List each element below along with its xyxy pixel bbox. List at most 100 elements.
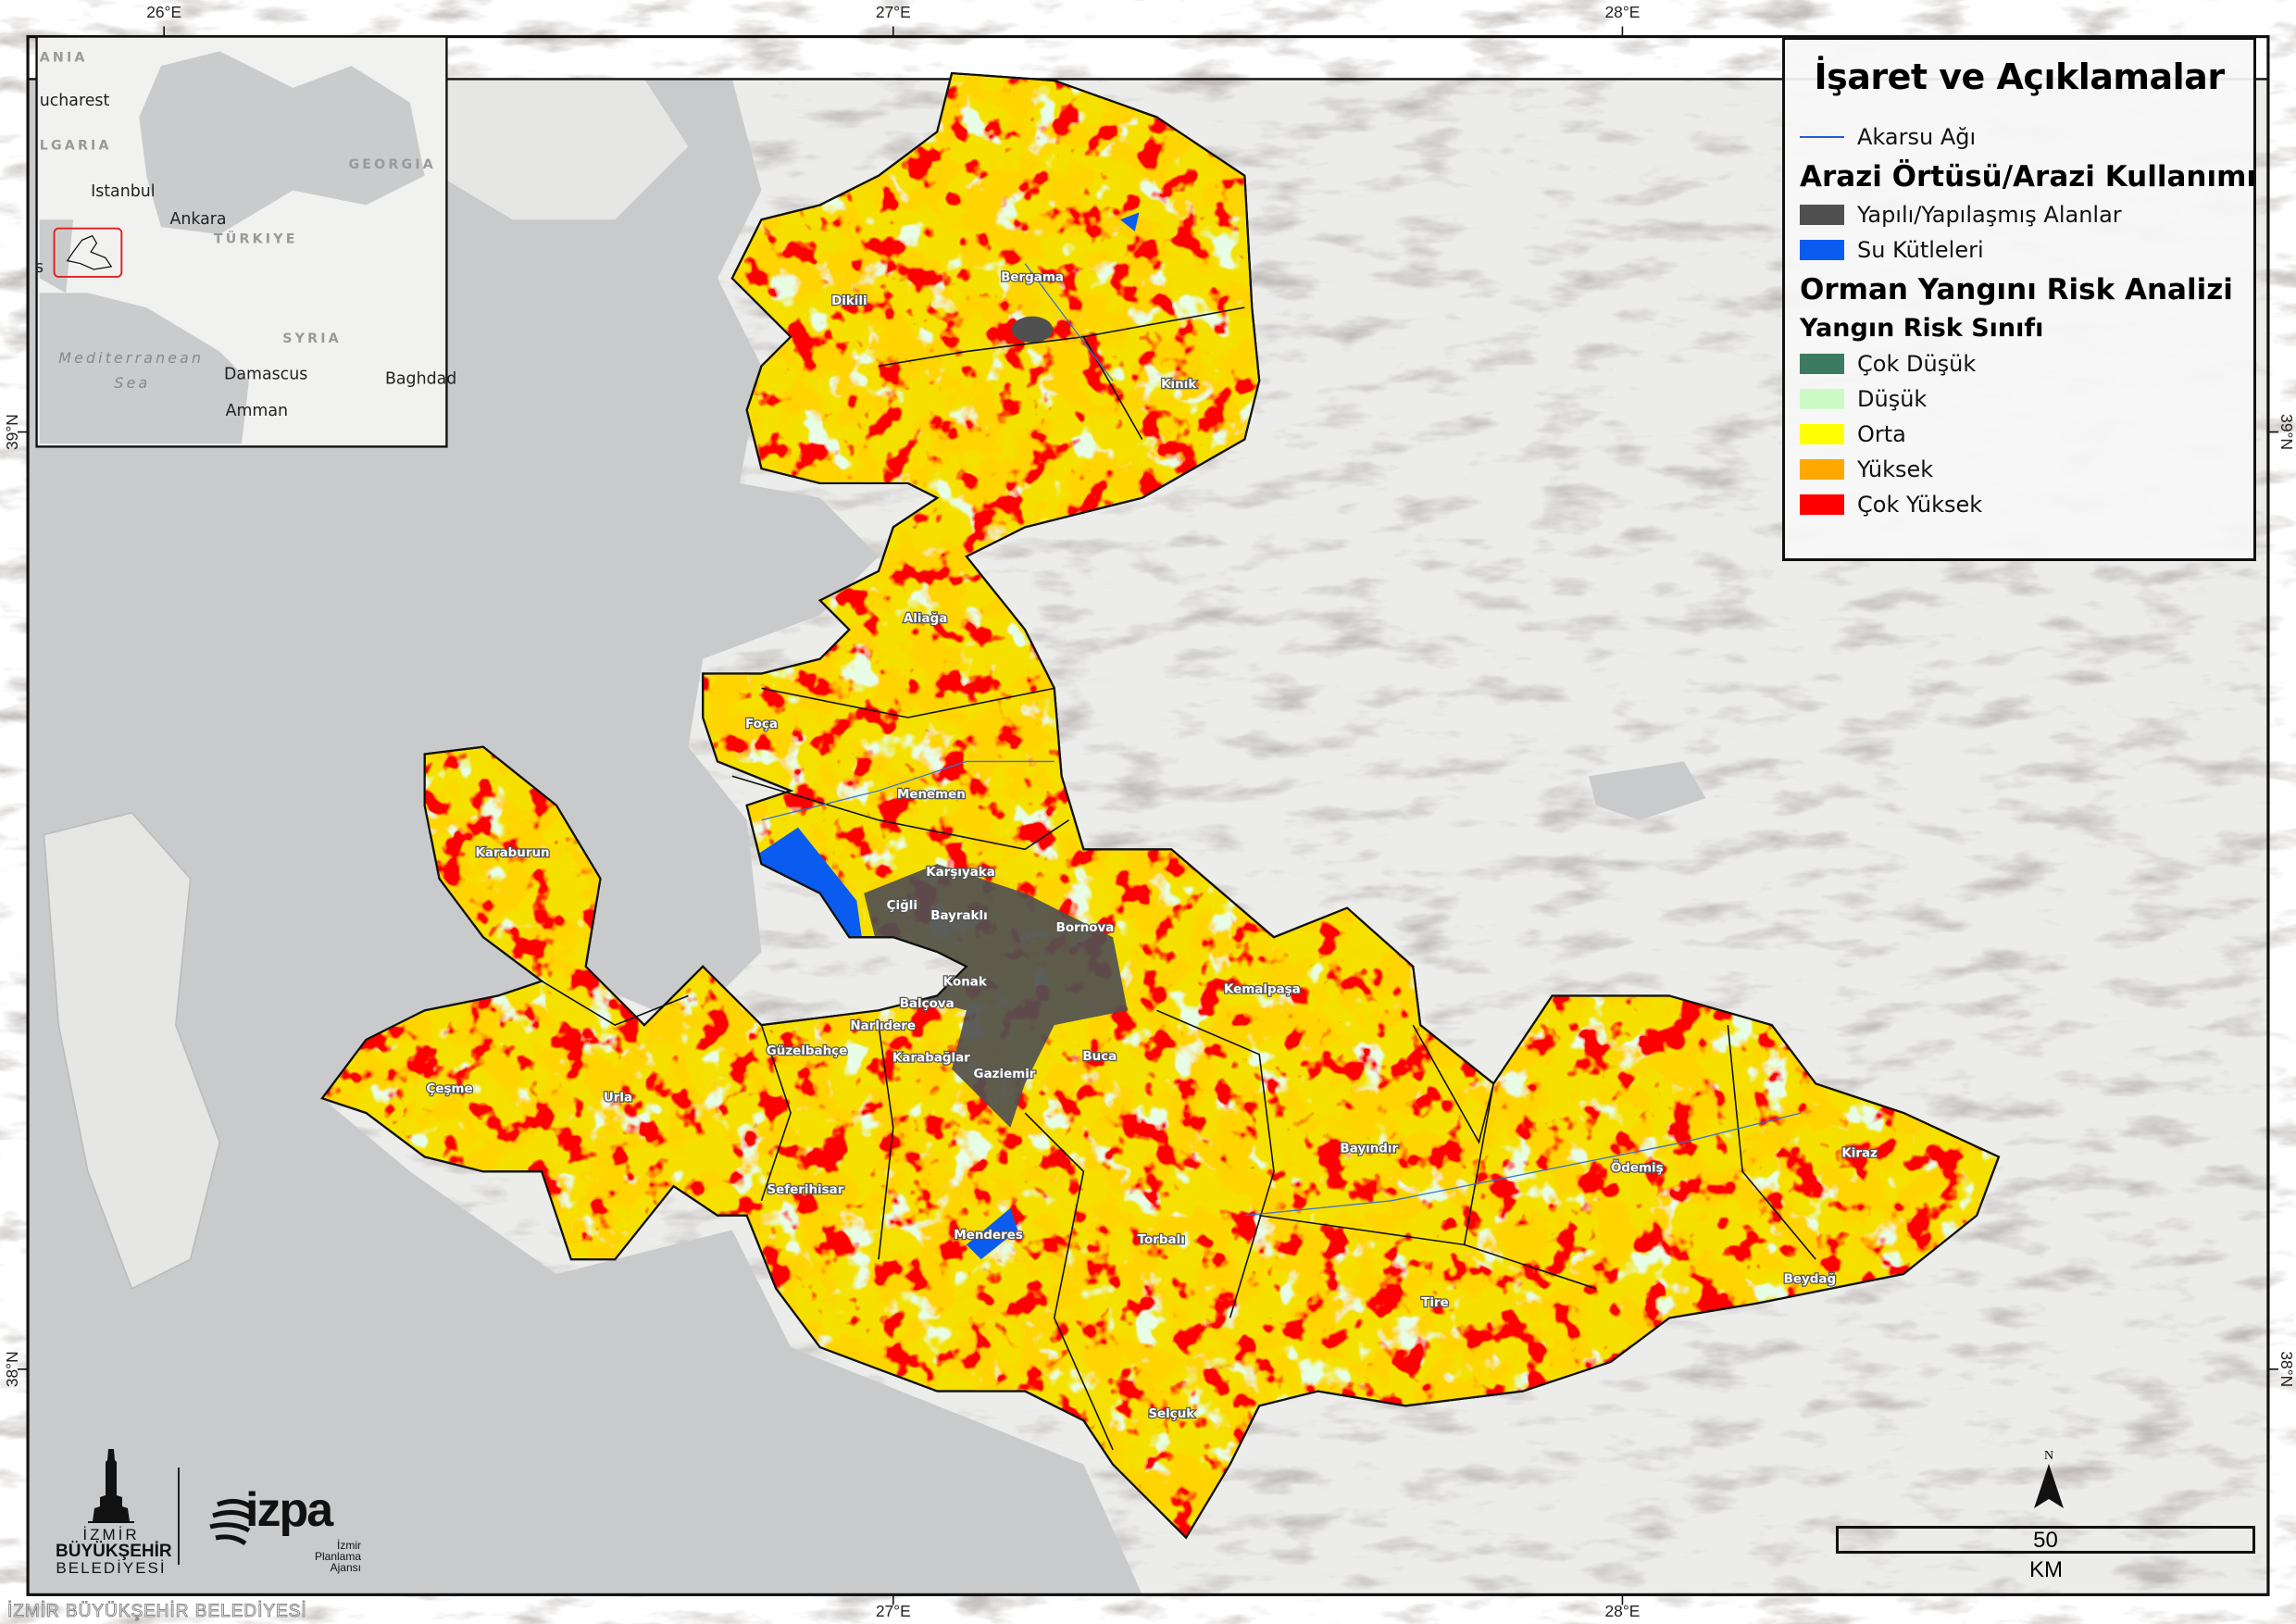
inset-country-label: LGARIA bbox=[40, 138, 112, 153]
graticule-label-left: 39°N bbox=[3, 414, 21, 450]
province-boundary bbox=[320, 71, 2001, 1540]
legend-label: Yapılı/Yapılaşmış Alanlar bbox=[1857, 202, 2122, 228]
inset-sea-label: Sea bbox=[114, 374, 150, 392]
district-labels: Dikili Bergama Kınık Aliağa Foça Menemen Karab… bbox=[425, 269, 1878, 1422]
stream-network bbox=[761, 263, 1802, 1217]
fingerprint-icon bbox=[209, 1499, 252, 1546]
district-boundaries bbox=[541, 306, 1816, 1451]
graticule-label-top: 27°E bbox=[876, 3, 911, 21]
legend-item: Yapılı/Yapılaşmış Alanlar bbox=[1800, 197, 2253, 232]
inset-country-label: GEORGIA bbox=[348, 157, 436, 172]
north-arrow: N bbox=[2026, 1449, 2072, 1514]
legend-label: Düşük bbox=[1857, 386, 1928, 412]
north-arrow-icon bbox=[2034, 1464, 2064, 1508]
district-label: Urla bbox=[604, 1091, 632, 1105]
district-label: Karşıyaka bbox=[926, 866, 995, 880]
ibb-logo-line: İZMİR bbox=[82, 1526, 140, 1543]
graticule-label-right: 39°N bbox=[2277, 414, 2296, 450]
inset-map[interactable]: ANIA ucharest LGARIA GEORGIA Istanbul An… bbox=[35, 35, 456, 448]
district-label: Gaziemir bbox=[974, 1068, 1036, 1081]
district-label: Narlıdere bbox=[850, 1019, 916, 1033]
legend-subheading-risk-class: Yangın Risk Sınıfı bbox=[1800, 314, 2044, 343]
district-label: Buca bbox=[1082, 1050, 1117, 1064]
legend-heading-risk: Orman Yangını Risk Analizi bbox=[1800, 273, 2233, 306]
legend: İşaret ve Açıklamalar Akarsu Ağı Arazi Ö… bbox=[1782, 37, 2256, 561]
black-sea bbox=[139, 51, 425, 235]
scale-bar: 50 bbox=[1836, 1526, 2255, 1554]
district-label: Beydağ bbox=[1784, 1272, 1836, 1286]
ibb-logo: İZMİR BÜYÜKŞEHİR BELEDİYESİ bbox=[56, 1449, 172, 1577]
legend-heading-landcover: Arazi Örtüsü/Arazi Kullanımı bbox=[1800, 160, 2257, 194]
color-swatch-icon bbox=[1800, 494, 1844, 515]
legend-item: Çok Yüksek bbox=[1800, 487, 2253, 522]
district-label: Ödemiş bbox=[1611, 1158, 1664, 1175]
inset-highlight-box bbox=[53, 227, 123, 278]
district-label: Menemen bbox=[897, 788, 966, 802]
graticule: 26°E 27°E 28°E 27°E 28°E 39°N 38°N 39°N … bbox=[3, 3, 2296, 1620]
inset-city-label: Baghdad bbox=[385, 369, 456, 388]
legend-item: Düşük bbox=[1800, 381, 2253, 417]
legend-item: Orta bbox=[1800, 417, 2253, 452]
clock-tower-icon bbox=[88, 1449, 134, 1523]
sea bbox=[28, 79, 1142, 1595]
legend-title: İşaret ve Açıklamalar bbox=[1814, 56, 2225, 97]
built-up-area bbox=[1011, 316, 1054, 344]
izpa-logo-line: Planlama bbox=[314, 1550, 361, 1563]
district-label: Kemalpaşa bbox=[1224, 982, 1301, 996]
graticule-label-top: 26°E bbox=[146, 3, 181, 21]
color-swatch-icon bbox=[1800, 205, 1844, 225]
legend-label: Çok Yüksek bbox=[1857, 492, 1983, 518]
legend-item: Yüksek bbox=[1800, 452, 2253, 487]
logos: İZMİR BÜYÜKŞEHİR BELEDİYESİ izpa İzmir P… bbox=[56, 1449, 370, 1583]
district-label: Selçuk bbox=[1148, 1407, 1195, 1421]
inset-city-label: Amman bbox=[226, 402, 288, 420]
ibb-logo-line: BELEDİYESİ bbox=[56, 1559, 167, 1577]
color-swatch-icon bbox=[1800, 424, 1844, 444]
color-swatch-icon bbox=[1800, 354, 1844, 374]
legend-label: Su Kütleleri bbox=[1857, 237, 1984, 263]
legend-label: Akarsu Ağı bbox=[1857, 124, 1977, 150]
district-label: Çiğli bbox=[887, 899, 917, 913]
legend-label: Yüksek bbox=[1857, 456, 1934, 482]
water-body bbox=[1119, 212, 1140, 231]
scale-value: 50 bbox=[2033, 1528, 2058, 1553]
inset-city-label: s bbox=[35, 258, 44, 277]
inset-city-label: Istanbul bbox=[91, 182, 156, 201]
inset-country-label: TÜRKIYE bbox=[214, 231, 298, 247]
izpa-logo-line: İzmir bbox=[337, 1539, 361, 1552]
stream-line-icon bbox=[1800, 136, 1844, 138]
district-label: Bayındır bbox=[1340, 1143, 1398, 1156]
legend-label: Orta bbox=[1857, 421, 1906, 447]
district-label: Güzelbahçe bbox=[767, 1044, 847, 1058]
watermark: İZMİR BÜYÜKŞEHİR BELEDİYESİ bbox=[7, 1602, 307, 1622]
district-label: Karaburun bbox=[476, 846, 550, 860]
legend-item: Çok Düşük bbox=[1800, 346, 2253, 381]
district-label: Bornova bbox=[1056, 921, 1115, 935]
district-label: Karabağlar bbox=[892, 1052, 970, 1066]
north-label: N bbox=[2043, 1449, 2054, 1463]
district-label: Aliağa bbox=[904, 612, 947, 626]
district-label: Foça bbox=[745, 718, 778, 731]
color-swatch-icon bbox=[1800, 459, 1844, 480]
district-label: Menderes bbox=[954, 1229, 1023, 1243]
district-label: Tire bbox=[1421, 1296, 1449, 1310]
district-label: Bayraklı bbox=[930, 909, 987, 923]
district-label: Bergama bbox=[1001, 271, 1064, 285]
graticule-label-left: 38°N bbox=[3, 1351, 21, 1387]
inset-city-label: Damascus bbox=[224, 366, 307, 384]
lake bbox=[1589, 761, 1706, 820]
color-swatch-icon bbox=[1800, 389, 1844, 409]
district-label: Çeşme bbox=[427, 1082, 473, 1096]
inset-izmir-outline bbox=[66, 234, 113, 270]
district-label: Kiraz bbox=[1841, 1146, 1878, 1160]
inset-sea-label: Mediterranean bbox=[58, 349, 204, 367]
scale-unit: KM bbox=[2029, 1557, 2063, 1582]
graticule-label-top: 28°E bbox=[1605, 3, 1641, 21]
district-label: Kınık bbox=[1161, 378, 1197, 392]
legend-item: Su Kütleleri bbox=[1800, 232, 2253, 268]
mediterranean-sea bbox=[39, 219, 249, 444]
inset-country-label: ANIA bbox=[40, 50, 88, 65]
graticule-label-right: 38°N bbox=[2277, 1351, 2296, 1387]
inset-city-label: Ankara bbox=[169, 210, 226, 229]
